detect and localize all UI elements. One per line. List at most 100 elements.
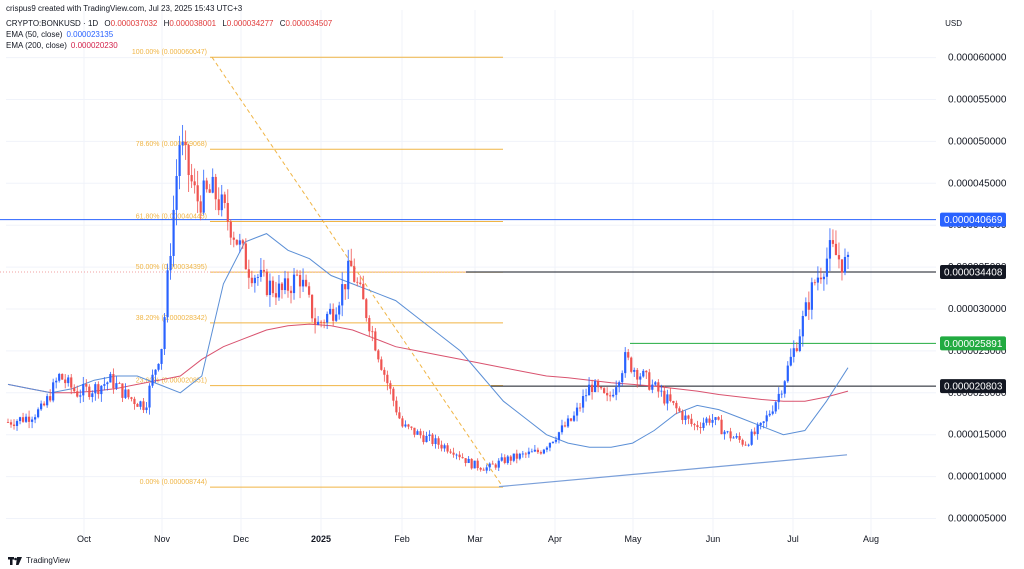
- candle-body: [717, 417, 720, 420]
- candle-body: [190, 175, 193, 182]
- candle-body: [702, 422, 705, 428]
- candle-body: [181, 141, 184, 146]
- price-tag-text: 0.000025891: [944, 339, 1003, 350]
- candle-body: [843, 256, 847, 273]
- x-tick-label: May: [624, 534, 642, 544]
- candle-body: [33, 417, 37, 420]
- candle-body: [699, 427, 702, 428]
- candle-body: [112, 374, 115, 389]
- candle-body: [488, 463, 491, 468]
- candle-body: [575, 407, 579, 416]
- tradingview-brand[interactable]: TradingView: [8, 556, 70, 565]
- candle-body: [566, 418, 570, 427]
- candle-body: [413, 427, 416, 435]
- candle-body: [265, 271, 269, 295]
- candle-body: [259, 269, 263, 277]
- candle-body: [639, 376, 642, 380]
- candle-body: [419, 431, 422, 436]
- ema200-legend[interactable]: EMA (200, close) 0.000020230: [6, 41, 118, 51]
- candle-body: [554, 439, 558, 442]
- candle-body: [512, 453, 515, 461]
- candle-body: [669, 394, 672, 401]
- candle-body: [292, 274, 296, 294]
- candle-body: [142, 401, 145, 411]
- candle-body: [323, 322, 326, 323]
- candle-body: [271, 280, 275, 294]
- candle-body: [118, 383, 121, 384]
- x-tick-label: 2025: [311, 534, 331, 544]
- candle-body: [780, 393, 783, 395]
- candle-body: [295, 274, 299, 276]
- y-tick-label: 0.000055000: [948, 95, 1007, 106]
- candle-body: [220, 194, 223, 211]
- ema-lines: [7, 233, 849, 448]
- candle-body: [94, 384, 97, 394]
- candle-body: [624, 352, 627, 374]
- candle-body: [196, 185, 199, 202]
- candle-body: [404, 424, 407, 427]
- candle-body: [304, 279, 308, 287]
- candle-body: [151, 374, 154, 386]
- candle-body: [720, 419, 723, 435]
- candle-body: [597, 381, 600, 388]
- candle-body: [726, 431, 729, 433]
- candle-body: [578, 407, 582, 409]
- candle-body: [211, 176, 214, 193]
- x-tick-label: Mar: [467, 534, 483, 544]
- candle-body: [341, 284, 344, 306]
- candle-body: [82, 384, 85, 396]
- candle-body: [542, 449, 546, 454]
- candle-body: [630, 357, 633, 372]
- symbol-legend[interactable]: CRYPTO:BONKUSD · 1D O0.000037032 H0.0000…: [6, 19, 332, 29]
- ema50-value: 0.000023135: [66, 30, 114, 39]
- candle-body: [392, 388, 395, 401]
- candle-body: [422, 435, 425, 443]
- candle-body: [690, 418, 693, 425]
- candle-body: [651, 384, 654, 390]
- candle-body: [425, 435, 428, 443]
- candle-body: [280, 283, 284, 291]
- candle-body: [834, 243, 838, 256]
- candle-body: [79, 395, 82, 397]
- fib-level-label: 100.00% (0.000060047): [132, 49, 207, 56]
- candle-body: [804, 302, 807, 316]
- candle-body: [371, 331, 374, 333]
- ema50-label: EMA (50, close): [6, 30, 63, 39]
- candle-body: [91, 393, 94, 398]
- candle-body: [238, 240, 241, 245]
- candle-body: [103, 384, 106, 386]
- candle-body: [777, 393, 780, 403]
- candle-body: [268, 280, 272, 295]
- candle-body: [283, 278, 287, 291]
- candle-body: [85, 384, 88, 387]
- candle-body: [223, 194, 226, 203]
- candle-body: [467, 458, 470, 464]
- candle-body: [344, 284, 347, 290]
- candle-body: [789, 356, 792, 366]
- candle-body: [241, 240, 244, 244]
- ema200-value: 0.000020230: [70, 41, 118, 50]
- candle-body: [46, 396, 49, 406]
- candle-body: [61, 373, 64, 380]
- candle-body: [21, 417, 25, 422]
- candle-body: [846, 254, 850, 257]
- candle-body: [157, 363, 160, 370]
- candle-body: [500, 457, 503, 461]
- candle-body: [350, 260, 353, 267]
- candle-body: [256, 276, 259, 278]
- candle-body: [214, 176, 217, 200]
- candle-body: [73, 387, 76, 392]
- y-tick-label: 0.000045000: [948, 178, 1007, 189]
- candle-body: [816, 277, 819, 283]
- candle-body: [175, 176, 178, 210]
- candle-body: [645, 370, 648, 373]
- horizontal-levels: [0, 219, 936, 387]
- candle-body: [527, 451, 530, 455]
- candle-body: [446, 445, 449, 452]
- ema50-legend[interactable]: EMA (50, close) 0.000023135: [6, 30, 113, 40]
- candle-body: [374, 331, 377, 351]
- candle-body: [407, 424, 410, 427]
- candle-body: [277, 283, 281, 298]
- candle-body: [464, 458, 467, 464]
